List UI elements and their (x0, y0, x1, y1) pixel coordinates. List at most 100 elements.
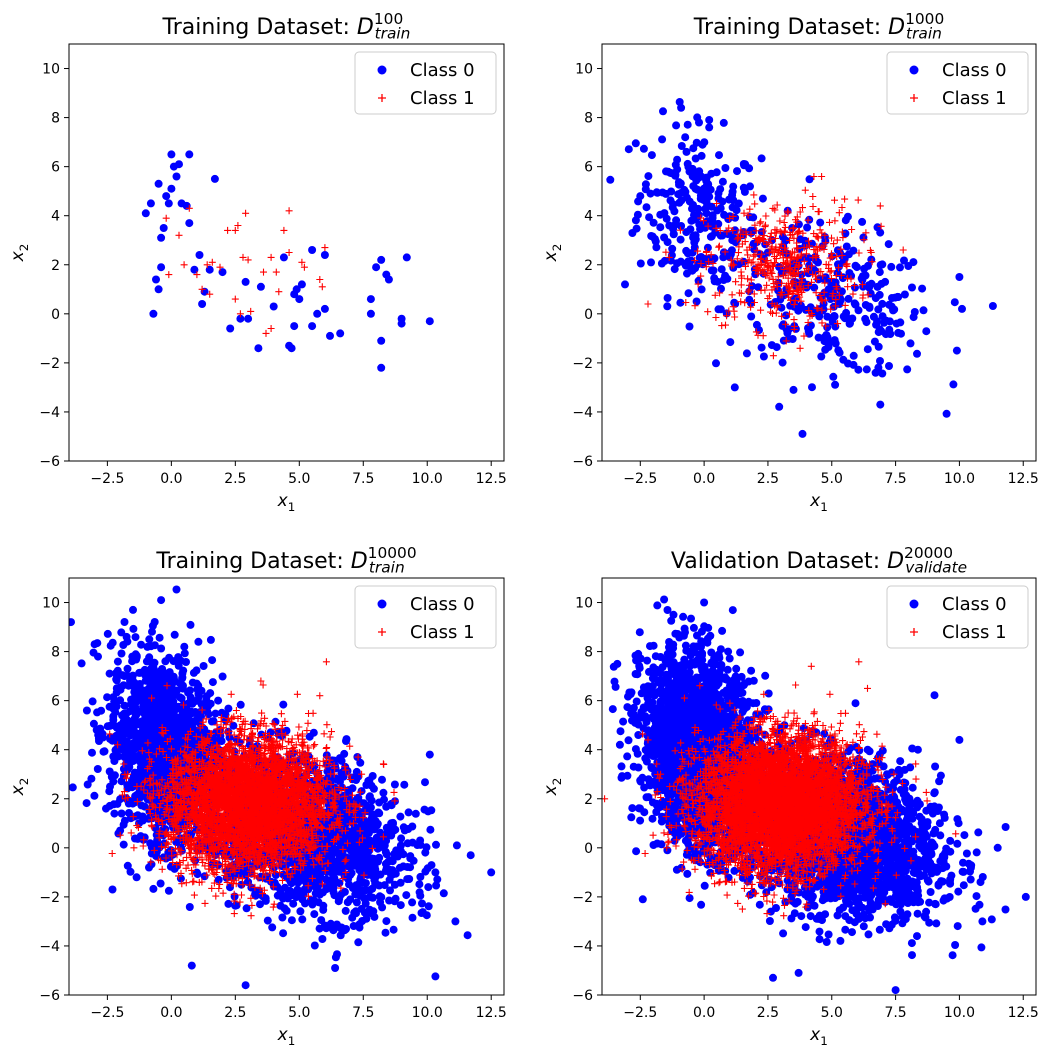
point-class-0 (175, 160, 183, 169)
point-class-1 (822, 260, 830, 268)
point-class-1 (849, 290, 857, 298)
point-class-0 (697, 151, 706, 160)
point-class-0 (922, 327, 931, 336)
point-class-0 (331, 964, 340, 972)
point-class-0 (146, 714, 155, 723)
point-class-0 (320, 921, 329, 930)
point-class-0 (160, 744, 169, 753)
point-class-0 (105, 787, 114, 796)
point-class-1 (742, 262, 749, 270)
point-class-0 (839, 355, 848, 364)
point-class-0 (718, 177, 727, 186)
point-class-0 (672, 121, 681, 130)
point-class-1 (814, 305, 822, 313)
point-class-1 (231, 295, 239, 303)
point-class-1 (782, 254, 790, 261)
point-class-0 (649, 218, 658, 227)
point-class-0 (89, 719, 98, 728)
point-class-0 (154, 686, 163, 695)
point-class-0 (632, 224, 641, 233)
point-class-0 (782, 311, 790, 320)
point-class-0 (113, 799, 122, 808)
point-class-0 (716, 231, 725, 240)
point-class-0 (69, 783, 77, 792)
point-class-0 (90, 791, 99, 800)
point-class-1 (813, 304, 821, 312)
point-class-1 (759, 227, 767, 235)
point-class-0 (397, 319, 406, 328)
point-class-1 (738, 274, 746, 282)
point-class-0 (676, 298, 685, 307)
point-class-0 (673, 259, 681, 268)
point-class-0 (860, 264, 869, 273)
point-class-1 (838, 204, 846, 211)
point-class-1 (773, 302, 781, 309)
point-class-0 (417, 909, 426, 917)
point-class-0 (403, 863, 412, 871)
point-class-0 (214, 875, 223, 884)
point-class-1 (774, 273, 782, 281)
point-class-1 (817, 296, 825, 304)
point-class-0 (854, 306, 863, 315)
point-class-0 (150, 658, 159, 667)
point-class-0 (392, 846, 401, 855)
point-class-1 (804, 319, 812, 326)
point-class-0 (390, 880, 399, 889)
point-class-1 (778, 312, 786, 320)
point-class-1 (820, 242, 828, 250)
point-class-0 (697, 220, 706, 229)
point-class-0 (887, 262, 896, 271)
y-axis-label: x2 (541, 244, 564, 263)
point-class-0 (375, 809, 384, 818)
point-class-0 (261, 896, 270, 905)
point-class-0 (707, 232, 716, 241)
point-class-0 (136, 668, 145, 677)
point-class-0 (644, 172, 653, 181)
point-class-1 (275, 288, 283, 296)
point-class-0 (714, 305, 723, 314)
point-class-1 (709, 259, 717, 267)
point-class-0 (125, 809, 133, 817)
point-class-0 (279, 894, 287, 903)
point-class-1 (784, 259, 792, 267)
point-class-1 (778, 291, 786, 299)
point-class-1 (178, 880, 186, 888)
point-class-0 (754, 283, 763, 292)
point-class-0 (849, 351, 858, 360)
point-class-1 (826, 268, 834, 276)
point-class-0 (129, 624, 138, 633)
point-class-1 (747, 276, 755, 284)
point-class-0 (375, 843, 384, 852)
point-class-1 (794, 262, 802, 270)
point-class-0 (382, 917, 391, 926)
point-class-0 (124, 681, 133, 690)
point-class-0 (318, 888, 327, 897)
point-class-0 (236, 700, 245, 709)
x-axis-label: x1 (809, 491, 828, 514)
point-class-1 (855, 249, 863, 257)
point-class-0 (222, 867, 231, 876)
point-class-1 (723, 228, 731, 236)
point-class-0 (388, 820, 397, 829)
point-class-1 (767, 235, 775, 243)
point-class-0 (377, 336, 386, 345)
point-class-0 (904, 262, 913, 270)
point-class-1 (821, 279, 829, 287)
point-class-1 (300, 263, 308, 271)
point-class-1 (242, 209, 250, 217)
point-class-0 (141, 209, 150, 218)
point-class-1 (697, 260, 705, 267)
point-class-0 (134, 740, 143, 749)
point-class-1 (784, 207, 792, 215)
point-class-0 (717, 284, 725, 293)
point-class-1 (842, 261, 850, 269)
point-class-1 (285, 207, 293, 215)
point-class-0 (242, 904, 251, 913)
point-class-1 (768, 243, 776, 251)
point-class-0 (122, 632, 131, 641)
point-class-1 (827, 305, 835, 313)
point-class-0 (210, 174, 219, 183)
point-class-0 (720, 210, 729, 219)
point-class-1 (798, 288, 806, 296)
point-class-0 (671, 171, 680, 180)
